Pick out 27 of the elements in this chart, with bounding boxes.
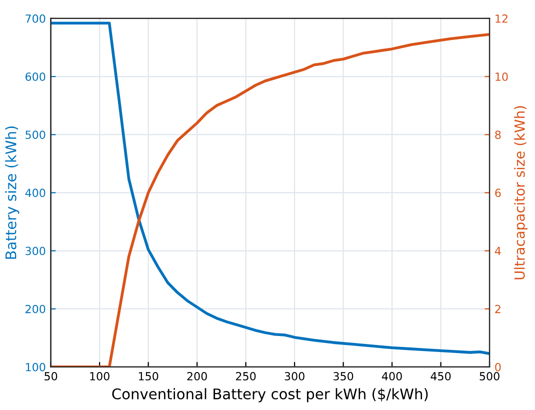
y2-tick-label: 4 — [494, 246, 501, 256]
y-tick-label: 300 — [26, 246, 46, 256]
y2-tick-label: 6 — [495, 188, 501, 198]
x-axis-title: Conventional Battery cost per kWh ($/kWh) — [112, 388, 428, 402]
y-tick-label: 500 — [26, 130, 46, 139]
x-tick-label: 400 — [382, 372, 402, 380]
x-tick-label: 200 — [187, 372, 207, 380]
x-tick-label: 50 — [44, 372, 58, 380]
y-tick-label: 700 — [26, 14, 46, 23]
y2-tick-label: 10 — [496, 72, 508, 81]
y2-tick-label: 8 — [495, 130, 501, 139]
y-tick-label: 400 — [25, 188, 46, 198]
x-tick-label: 500 — [480, 372, 500, 380]
y2-tick-label: 0 — [495, 362, 501, 372]
y2-axis-title: Ultracapacitor size (kWh) — [514, 106, 528, 280]
y-axis-title: Battery size (kWh) — [5, 126, 20, 259]
y2-tick-label: 12 — [496, 14, 508, 23]
x-tick-label: 350 — [334, 372, 354, 380]
y-tick-label: 100 — [26, 362, 46, 372]
y-tick-label: 200 — [26, 304, 46, 314]
x-tick-label: 300 — [284, 372, 304, 380]
x-tick-label: 150 — [138, 372, 158, 380]
y-tick-label: 600 — [26, 72, 46, 81]
x-tick-label: 250 — [236, 372, 256, 380]
x-tick-label: 450 — [430, 372, 451, 380]
x-tick-label: 100 — [90, 372, 110, 380]
y2-tick-label: 2 — [495, 304, 500, 314]
